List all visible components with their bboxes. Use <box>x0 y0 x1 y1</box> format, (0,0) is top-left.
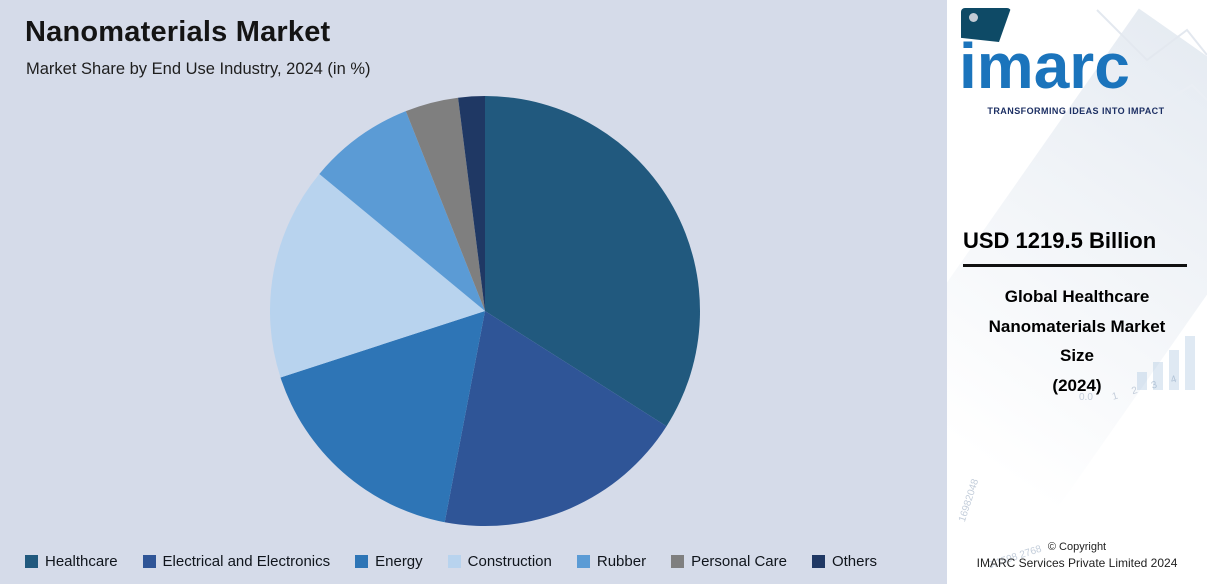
chart-subtitle: Market Share by End Use Industry, 2024 (… <box>26 60 371 78</box>
market-size-label-line-2: Nanomaterials Market <box>988 316 1166 336</box>
legend-swatch-icon <box>25 555 38 568</box>
legend-label: Energy <box>375 553 423 570</box>
legend-item-personal-care: Personal Care <box>671 553 787 570</box>
pie-slice-healthcare <box>485 96 700 427</box>
legend-swatch-icon <box>142 555 156 568</box>
legend-swatch-icon <box>671 555 685 568</box>
decor-number-watermark: 16982048 <box>957 477 982 524</box>
pie-slice-energy <box>280 311 485 523</box>
brand-tagline: TRANSFORMING IDEAS INTO IMPACT <box>987 106 1165 116</box>
pie-slice-rubber <box>319 111 485 311</box>
logo-letter-i: i <box>959 30 977 102</box>
market-size-label-line-1: Global Healthcare <box>1004 287 1150 306</box>
chart-legend: Healthcare Electrical and Electronics Ener… <box>25 553 877 570</box>
pie-slice-others <box>458 96 485 311</box>
legend-item-electrical-and-electronics: Electrical and Electronics <box>142 553 331 570</box>
pie-slice-electrical-and-electronics <box>444 311 667 526</box>
legend-swatch-icon <box>576 555 590 568</box>
legend-label: Rubber <box>596 553 647 570</box>
pie-slice-construction <box>270 173 485 378</box>
page-title: Nanomaterials Market <box>25 16 331 48</box>
legend-label: Construction <box>467 553 552 570</box>
legend-item-rubber: Rubber <box>576 553 647 570</box>
legend-label: Electrical and Electronics <box>162 553 331 570</box>
legend-item-construction: Construction <box>447 553 552 570</box>
divider-rule <box>963 264 1187 267</box>
copyright: © Copyright IMARC Services Private Limit… <box>947 541 1207 570</box>
copyright-line2: IMARC Services Private Limited 2024 <box>976 556 1178 570</box>
market-size-value: USD 1219.5 Billion <box>963 228 1157 253</box>
copyright-line1: © Copyright <box>1047 541 1107 553</box>
side-panel: imarc TRANSFORMING IDEAS INTO IMPACT USD… <box>947 0 1207 584</box>
logo-dot-icon <box>969 13 978 22</box>
imarc-logo-wordmark: imarc <box>959 34 1130 98</box>
legend-swatch-icon <box>447 555 461 568</box>
market-size-label-line-3: Size <box>1059 346 1095 365</box>
logo-letters-marc: marc <box>976 30 1130 102</box>
legend-swatch-icon <box>811 555 825 568</box>
legend-item-others: Others <box>811 553 877 570</box>
market-size-label: Global Healthcare Nanomaterials Market S… <box>955 282 1199 400</box>
market-size-label-line-4: (2024) <box>1052 375 1102 395</box>
legend-label: Healthcare <box>45 553 118 570</box>
legend-label: Personal Care <box>691 553 787 570</box>
pie-slice-personal-care <box>405 97 485 311</box>
pie-chart <box>270 96 700 526</box>
legend-item-healthcare: Healthcare <box>25 553 118 570</box>
legend-label: Others <box>831 553 877 570</box>
legend-swatch-icon <box>355 555 369 568</box>
legend-item-energy: Energy <box>355 553 423 570</box>
